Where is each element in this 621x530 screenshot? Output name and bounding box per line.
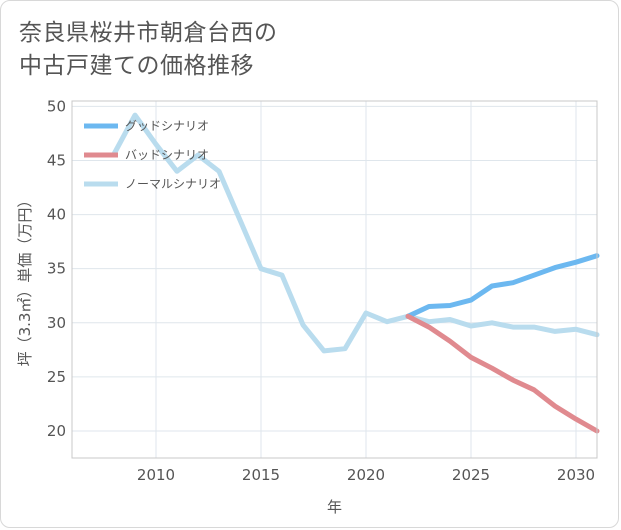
- legend-label-1: バッドシナリオ: [125, 148, 209, 162]
- y-tick-label-5: 45: [47, 152, 66, 170]
- y-tick-label-2: 30: [47, 314, 66, 332]
- x-tick-label-1: 2015: [242, 466, 280, 484]
- chart-title-line-2: 中古戸建ての価格推移: [19, 53, 254, 79]
- legend-label-0: グッドシナリオ: [125, 119, 209, 133]
- series-line-1: [405, 313, 600, 434]
- x-tick-label-3: 2025: [452, 466, 490, 484]
- x-axis-title: 年: [327, 498, 342, 516]
- grid-lines: [72, 101, 597, 458]
- series-line-2: [111, 112, 600, 354]
- x-tick-label-2: 2020: [347, 466, 385, 484]
- series-line-0: [405, 253, 600, 319]
- series-lines: [111, 112, 600, 434]
- legend-label-2: ノーマルシナリオ: [125, 177, 221, 191]
- y-tick-label-4: 40: [47, 206, 66, 224]
- plot-area-border: [71, 100, 598, 459]
- y-tick-label-0: 20: [47, 422, 66, 440]
- x-tick-label-0: 2010: [137, 466, 175, 484]
- chart-title-line-1: 奈良県桜井市朝倉台西の: [19, 20, 278, 46]
- y-tick-label-6: 50: [47, 97, 66, 115]
- x-tick-label-4: 2030: [557, 466, 595, 484]
- y-tick-label-1: 25: [47, 368, 66, 386]
- y-tick-label-3: 35: [47, 260, 66, 278]
- chart-title: 奈良県桜井市朝倉台西の 中古戸建ての価格推移: [19, 17, 539, 83]
- y-axis-title: 坪（3.3㎡）単価（万円）: [16, 193, 34, 367]
